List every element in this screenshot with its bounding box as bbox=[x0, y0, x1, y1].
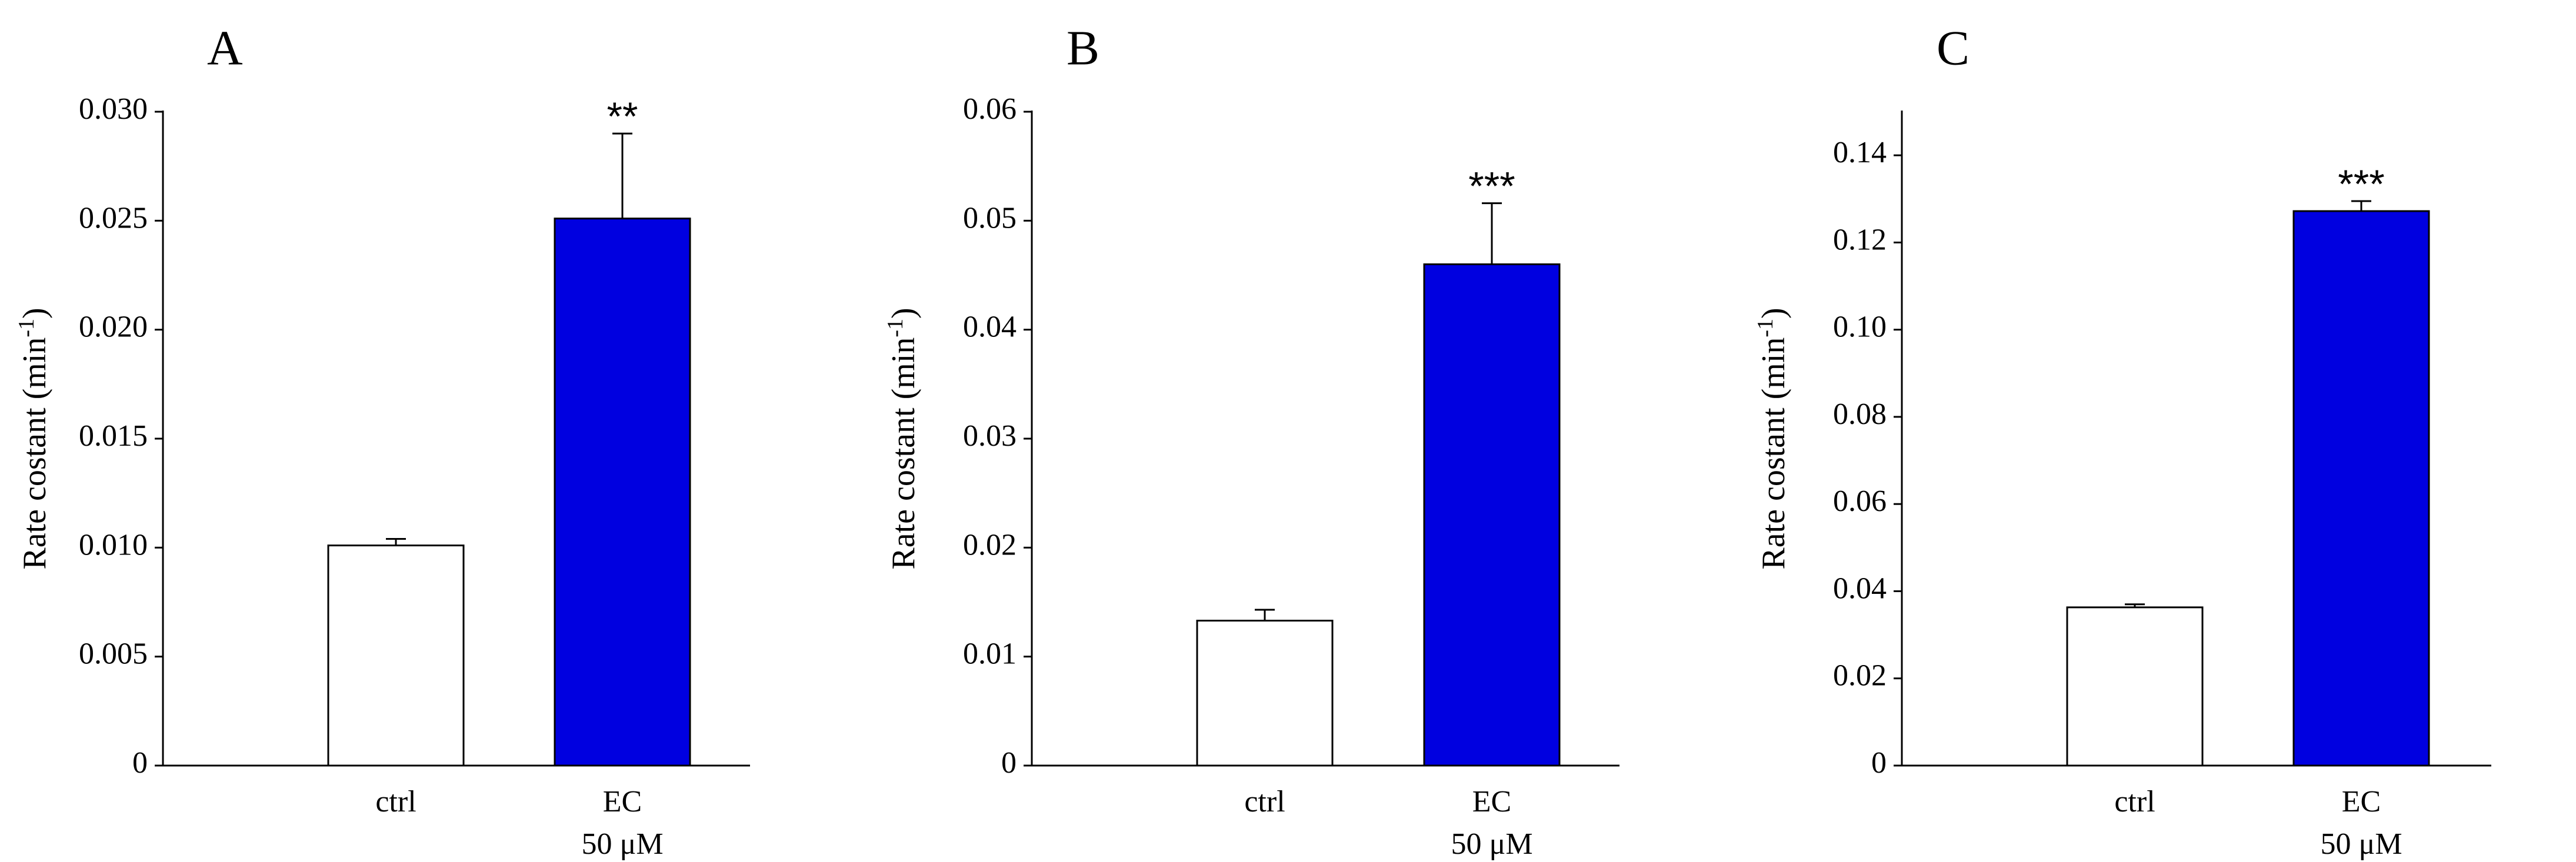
y-tick-label: 0.015 bbox=[79, 419, 148, 453]
y-axis-title-superscript: -1 bbox=[1753, 319, 1778, 338]
y-axis-title-close: ) bbox=[1755, 308, 1792, 319]
y-tick-label: 0 bbox=[132, 746, 148, 780]
y-tick-label: 0.06 bbox=[963, 92, 1017, 126]
panel-letter: A bbox=[207, 21, 243, 75]
y-tick-label: 0.14 bbox=[1833, 136, 1887, 169]
y-tick-label: 0.020 bbox=[79, 310, 148, 344]
x-category-label: ctrl bbox=[2114, 785, 2155, 818]
y-tick-label: 0 bbox=[1871, 746, 1887, 780]
y-tick-label: 0 bbox=[1001, 746, 1017, 780]
y-tick-label: 0.02 bbox=[1833, 659, 1887, 693]
y-tick-label: 0.02 bbox=[963, 528, 1017, 562]
bar-ctrl bbox=[1196, 620, 1334, 767]
y-axis-title-close: ) bbox=[885, 308, 922, 319]
y-tick-label: 0.05 bbox=[963, 201, 1017, 235]
x-category-label: EC bbox=[2342, 785, 2381, 818]
x-category-label: EC bbox=[603, 785, 642, 818]
x-category-sublabel: 50 μM bbox=[1451, 827, 1532, 861]
x-category-label: EC bbox=[1472, 785, 1511, 818]
bar-ec bbox=[1423, 263, 1561, 767]
significance-label: *** bbox=[1468, 164, 1515, 209]
bar-ec bbox=[554, 218, 691, 767]
chart-panel-b: B 0 0.01 0.02 0.03 0.04 0.05 0.06 Rate costant (… bbox=[883, 21, 1619, 861]
x-category-sublabel: 50 μM bbox=[581, 827, 663, 861]
bar-ctrl bbox=[327, 544, 465, 767]
y-axis-title: Rate costant (min-1) bbox=[1753, 308, 1792, 569]
y-tick-label: 0.005 bbox=[79, 637, 148, 671]
x-category-label: ctrl bbox=[1244, 785, 1285, 818]
y-axis-title: Rate costant (min-1) bbox=[14, 308, 53, 569]
y-tick-label: 0.04 bbox=[1833, 572, 1887, 605]
y-tick-label: 0.12 bbox=[1833, 223, 1887, 256]
x-category-label: ctrl bbox=[375, 785, 416, 818]
bar-ctrl bbox=[2066, 606, 2204, 767]
bar-ec bbox=[2292, 210, 2430, 767]
y-tick-label: 0.06 bbox=[1833, 485, 1887, 518]
y-axis-title-main: Rate costant (min bbox=[885, 338, 922, 570]
y-tick-label: 0.03 bbox=[963, 419, 1017, 453]
y-tick-label: 0.010 bbox=[79, 528, 148, 562]
y-tick-label: 0.04 bbox=[963, 310, 1017, 344]
x-category-sublabel: 50 μM bbox=[2320, 827, 2402, 861]
y-tick-label: 0.030 bbox=[79, 92, 148, 126]
y-tick-label: 0.10 bbox=[1833, 310, 1887, 344]
panel-letter: C bbox=[1937, 21, 1970, 75]
y-axis-title-close: ) bbox=[16, 308, 53, 319]
y-axis-title: Rate costant (min-1) bbox=[883, 308, 922, 569]
y-tick-label: 0.08 bbox=[1833, 397, 1887, 431]
chart-panel-c: C 0 0.02 0.04 0.06 0.08 0.10 0.12 0.14 Rate costa… bbox=[1753, 21, 2491, 861]
panel-letter: B bbox=[1067, 21, 1099, 75]
significance-label: ** bbox=[607, 94, 638, 139]
y-axis-title-superscript: -1 bbox=[883, 319, 908, 338]
y-axis-title-main: Rate costant (min bbox=[1755, 338, 1792, 570]
y-axis-title-main: Rate costant (min bbox=[16, 338, 53, 570]
significance-label: *** bbox=[2338, 162, 2384, 206]
y-tick-label: 0.01 bbox=[963, 637, 1017, 671]
y-tick-label: 0.025 bbox=[79, 201, 148, 235]
y-axis-title-superscript: -1 bbox=[14, 319, 39, 338]
chart-panel-a: A 0 0.005 0.010 0.015 0.020 0.025 0.030 Rate cos… bbox=[14, 21, 750, 861]
